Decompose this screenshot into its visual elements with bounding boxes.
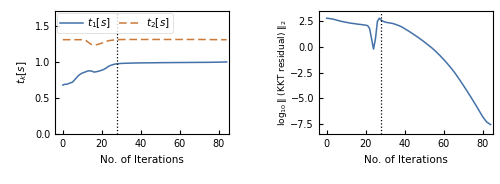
$t_2[s]$ [177, 38, 183, 40]
$t_1[s]$ [118, 62, 124, 65]
$t_1[s]$ [196, 61, 202, 63]
$t_2[s]$ [101, 41, 107, 43]
$t_2[s]$ [102, 40, 108, 43]
$t_1[s]$ [70, 81, 75, 83]
$t_2[s]$ [95, 43, 101, 45]
X-axis label: No. of Iterations: No. of Iterations [364, 155, 448, 165]
$t_2[s]$ [114, 39, 120, 41]
Line: $t_2[s]$: $t_2[s]$ [63, 39, 226, 45]
$t_2[s]$ [97, 43, 103, 45]
$t_1[s]$ [101, 68, 107, 70]
$t_1[s]$ [97, 70, 103, 72]
$t_2[s]$ [99, 42, 105, 44]
$t_1[s]$ [104, 66, 110, 68]
$t_1[s]$ [60, 84, 66, 86]
$t_1[s]$ [99, 69, 105, 71]
$t_2[s]$ [106, 39, 112, 42]
$t_2[s]$ [60, 39, 66, 41]
$t_1[s]$ [74, 77, 80, 79]
$t_1[s]$ [177, 61, 183, 64]
$t_2[s]$ [224, 39, 230, 41]
$t_2[s]$ [138, 38, 144, 40]
$t_1[s]$ [87, 70, 93, 72]
$t_2[s]$ [80, 39, 86, 41]
$t_2[s]$ [128, 38, 134, 40]
$t_2[s]$ [76, 39, 82, 41]
$t_2[s]$ [104, 40, 110, 42]
$t_1[s]$ [216, 61, 222, 63]
$t_1[s]$ [128, 62, 134, 64]
$t_1[s]$ [66, 82, 71, 85]
X-axis label: No. of Iterations: No. of Iterations [100, 155, 184, 165]
Y-axis label: $t_k[s]$: $t_k[s]$ [16, 61, 29, 84]
$t_2[s]$ [68, 39, 73, 41]
$t_1[s]$ [91, 71, 97, 73]
$t_1[s]$ [167, 61, 173, 64]
$t_2[s]$ [196, 38, 202, 40]
$t_1[s]$ [158, 62, 164, 64]
$t_2[s]$ [83, 40, 89, 42]
$t_1[s]$ [89, 70, 95, 72]
$t_1[s]$ [62, 83, 68, 85]
Y-axis label: $\log_{10}\|$ (KKT residual) $\|_2$: $\log_{10}\|$ (KKT residual) $\|_2$ [276, 19, 289, 126]
$t_1[s]$ [85, 70, 91, 72]
$t_1[s]$ [114, 63, 120, 65]
$t_2[s]$ [112, 39, 118, 41]
$t_2[s]$ [87, 43, 93, 45]
$t_2[s]$ [118, 38, 124, 41]
$t_1[s]$ [108, 64, 114, 66]
$t_1[s]$ [106, 65, 112, 67]
$t_1[s]$ [93, 71, 99, 73]
$t_2[s]$ [64, 39, 70, 41]
$t_1[s]$ [186, 61, 192, 63]
$t_2[s]$ [93, 44, 99, 46]
$t_1[s]$ [224, 61, 230, 63]
$t_2[s]$ [62, 39, 68, 41]
$t_2[s]$ [78, 39, 84, 41]
$t_1[s]$ [102, 67, 108, 69]
$t_1[s]$ [80, 72, 86, 74]
Line: $t_1[s]$: $t_1[s]$ [63, 62, 226, 85]
$t_1[s]$ [110, 63, 116, 66]
$t_2[s]$ [216, 39, 222, 41]
$t_2[s]$ [158, 38, 164, 40]
$t_2[s]$ [70, 39, 75, 41]
$t_1[s]$ [72, 79, 78, 81]
$t_1[s]$ [116, 63, 122, 65]
$t_1[s]$ [82, 71, 87, 73]
$t_1[s]$ [76, 75, 82, 77]
$t_1[s]$ [95, 70, 101, 72]
$t_2[s]$ [66, 39, 71, 41]
$t_2[s]$ [89, 44, 95, 46]
$t_2[s]$ [110, 39, 116, 41]
$t_2[s]$ [108, 39, 114, 41]
$t_1[s]$ [112, 63, 118, 65]
$t_1[s]$ [206, 61, 212, 63]
$t_1[s]$ [68, 82, 73, 84]
$t_2[s]$ [91, 44, 97, 46]
$t_2[s]$ [74, 39, 80, 41]
$t_1[s]$ [138, 62, 144, 64]
$t_1[s]$ [83, 70, 89, 73]
$t_1[s]$ [78, 73, 84, 75]
$t_2[s]$ [72, 39, 78, 41]
$t_1[s]$ [64, 83, 70, 85]
$t_2[s]$ [82, 39, 87, 41]
$t_2[s]$ [85, 41, 91, 43]
$t_1[s]$ [148, 62, 154, 64]
Legend: $t_1[s]$, $t_2[s]$: $t_1[s]$, $t_2[s]$ [57, 13, 173, 33]
